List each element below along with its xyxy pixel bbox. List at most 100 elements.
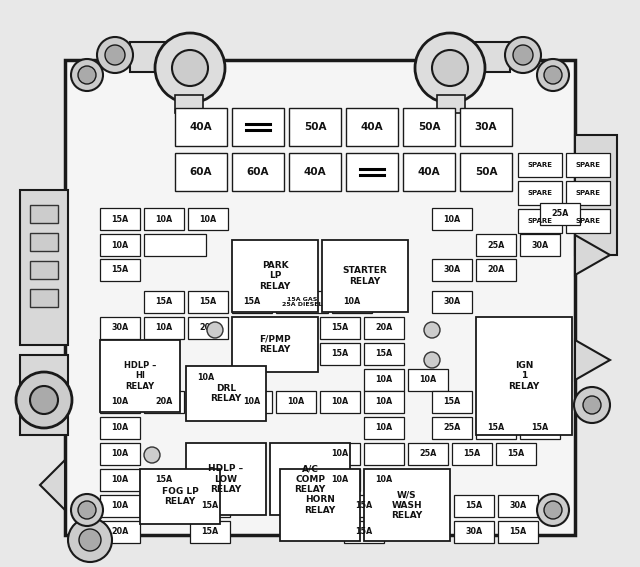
Bar <box>20 190 68 345</box>
Text: 10A: 10A <box>419 375 436 384</box>
Circle shape <box>544 66 562 84</box>
Bar <box>455 42 510 72</box>
Circle shape <box>16 372 72 428</box>
Bar <box>100 495 140 517</box>
Bar <box>476 234 516 256</box>
Text: 30A: 30A <box>444 298 461 307</box>
Bar <box>403 153 455 191</box>
Text: 30A: 30A <box>111 324 129 332</box>
Bar <box>232 240 318 312</box>
Text: 15A: 15A <box>531 424 548 433</box>
Bar <box>432 291 472 313</box>
Bar <box>364 469 404 491</box>
Text: STARTER
RELAY: STARTER RELAY <box>342 266 387 286</box>
Polygon shape <box>40 460 65 510</box>
Text: IGN
1
RELAY: IGN 1 RELAY <box>508 361 540 391</box>
Bar <box>320 443 360 465</box>
Text: F/PMP
RELAY: F/PMP RELAY <box>259 335 291 354</box>
Text: 15A: 15A <box>200 298 216 307</box>
Text: A/C
COMP
RELAY: A/C COMP RELAY <box>294 464 326 494</box>
Polygon shape <box>575 340 610 380</box>
Bar <box>364 343 404 365</box>
Text: 10A: 10A <box>376 476 392 484</box>
Circle shape <box>68 518 112 562</box>
Bar <box>190 521 230 543</box>
Text: 20A: 20A <box>156 397 173 407</box>
Bar <box>476 259 516 281</box>
Circle shape <box>537 494 569 526</box>
Bar <box>437 95 465 113</box>
Text: 10A: 10A <box>376 375 392 384</box>
Text: 15A: 15A <box>332 324 349 332</box>
Text: 10A: 10A <box>376 424 392 433</box>
Bar <box>144 234 206 256</box>
Circle shape <box>71 494 103 526</box>
Text: 60A: 60A <box>189 167 212 177</box>
Bar <box>100 234 140 256</box>
Circle shape <box>432 50 468 86</box>
Text: 50A: 50A <box>418 122 440 132</box>
Bar <box>566 209 610 233</box>
Circle shape <box>574 387 610 423</box>
Bar <box>100 340 180 412</box>
Bar <box>65 60 575 535</box>
Text: 50A: 50A <box>304 122 326 132</box>
Bar <box>518 153 562 177</box>
Text: HORN
RELAY: HORN RELAY <box>305 496 335 515</box>
Circle shape <box>505 37 541 73</box>
Bar <box>232 153 284 191</box>
Text: 15A: 15A <box>488 424 504 433</box>
Text: SPARE: SPARE <box>575 218 600 224</box>
Bar <box>320 343 360 365</box>
Text: 15A: 15A <box>332 349 349 358</box>
Bar <box>140 469 220 524</box>
Text: 40A: 40A <box>304 167 326 177</box>
Bar <box>320 391 360 413</box>
Text: 40A: 40A <box>418 167 440 177</box>
Bar <box>364 317 404 339</box>
Text: 10A: 10A <box>200 214 216 223</box>
Bar <box>454 495 494 517</box>
Bar <box>320 317 360 339</box>
Text: 10A: 10A <box>111 501 129 510</box>
Bar <box>432 417 472 439</box>
Text: 15A: 15A <box>376 349 392 358</box>
Bar <box>520 234 560 256</box>
Bar <box>100 521 140 543</box>
Text: HDLP –
HI
RELAY: HDLP – HI RELAY <box>124 361 156 391</box>
Circle shape <box>30 386 58 414</box>
Text: SPARE: SPARE <box>527 218 552 224</box>
Text: PARK
LP
RELAY: PARK LP RELAY <box>259 261 291 291</box>
Bar <box>144 208 184 230</box>
Text: 10A: 10A <box>111 476 129 484</box>
Bar <box>100 259 140 281</box>
Circle shape <box>79 529 101 551</box>
Text: 10A: 10A <box>111 397 129 407</box>
Bar <box>232 391 272 413</box>
Bar <box>30 289 58 307</box>
Bar <box>100 391 140 413</box>
Text: 30A: 30A <box>475 122 497 132</box>
Circle shape <box>424 352 440 368</box>
Bar <box>460 108 512 146</box>
Text: 15A: 15A <box>465 501 483 510</box>
Bar <box>100 317 140 339</box>
Circle shape <box>583 396 601 414</box>
Bar <box>232 291 272 313</box>
Text: 15A: 15A <box>156 476 173 484</box>
Bar <box>403 108 455 146</box>
Text: 10A: 10A <box>376 397 392 407</box>
Text: 40A: 40A <box>361 122 383 132</box>
Bar <box>20 355 68 435</box>
Bar <box>452 443 492 465</box>
Bar <box>496 443 536 465</box>
Bar <box>454 521 494 543</box>
Text: SPARE: SPARE <box>527 162 552 168</box>
Text: 10A: 10A <box>111 424 129 433</box>
Bar <box>270 443 350 515</box>
Bar <box>280 469 360 541</box>
Bar <box>520 417 560 439</box>
Text: 30A: 30A <box>444 265 461 274</box>
Circle shape <box>172 50 208 86</box>
Bar <box>100 469 140 491</box>
